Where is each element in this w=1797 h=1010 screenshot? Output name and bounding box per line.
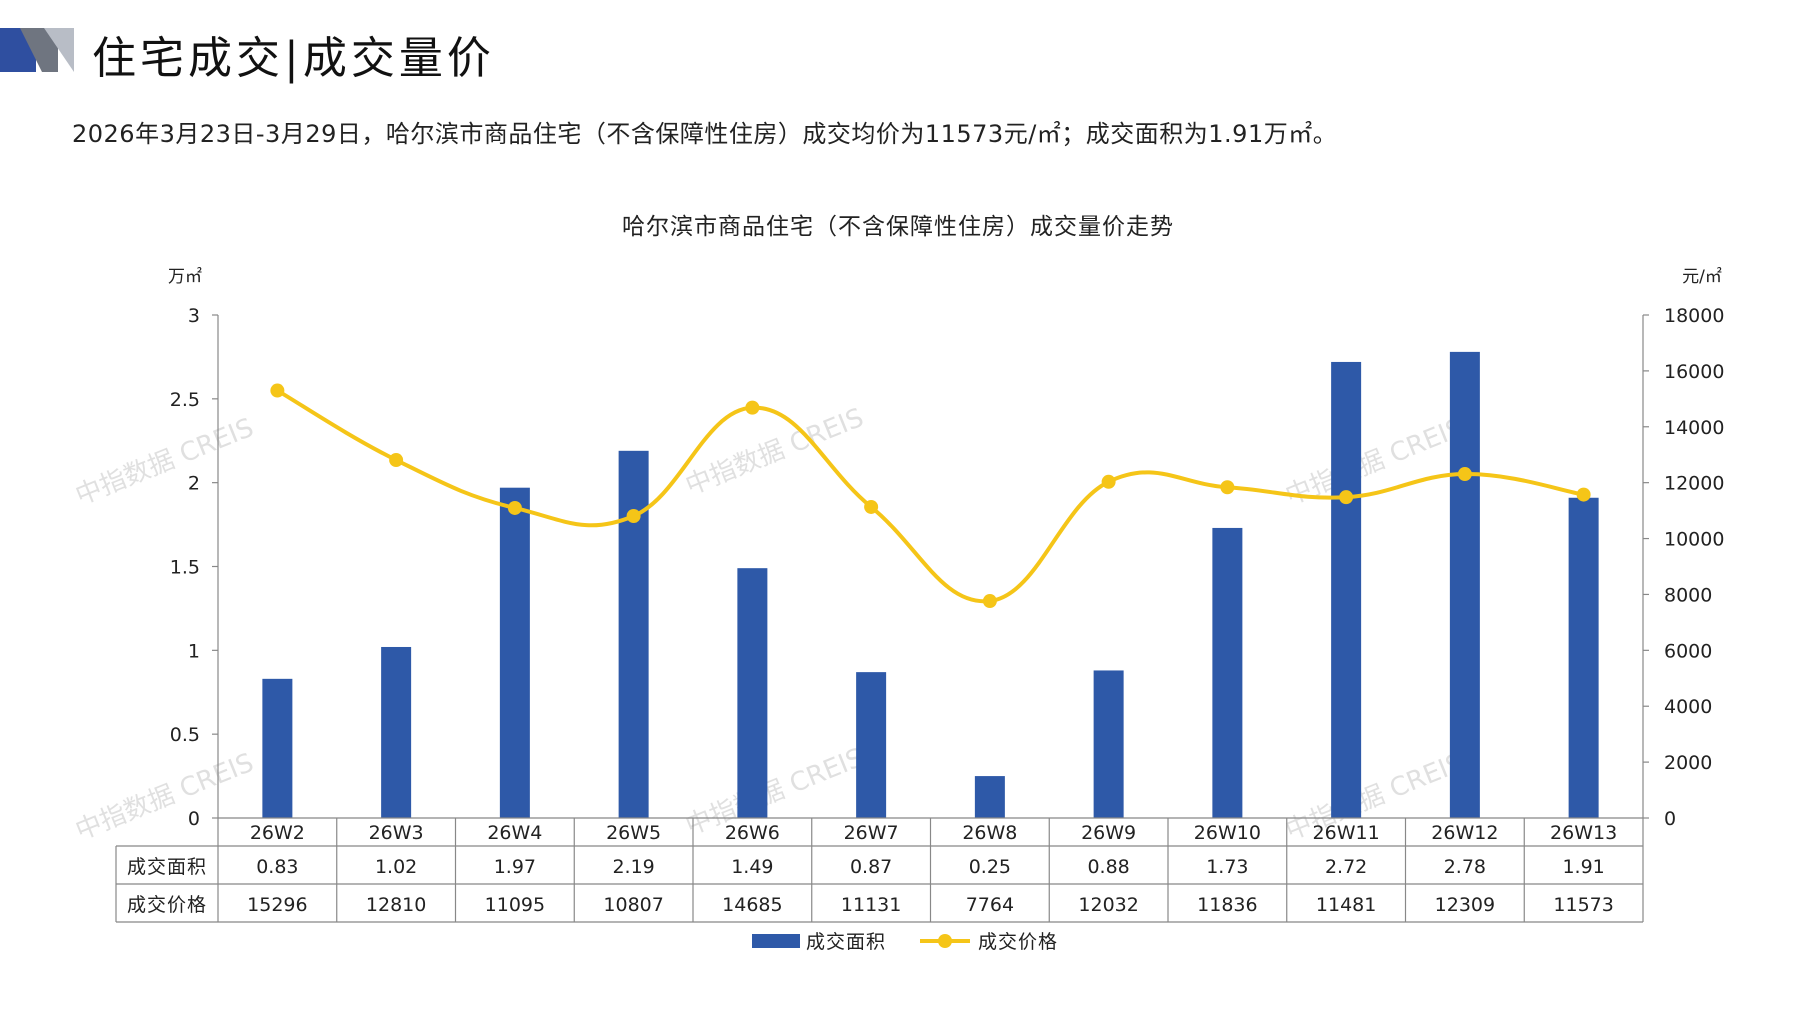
price-point — [864, 499, 879, 514]
bar — [737, 568, 768, 818]
x-tick-label: 26W10 — [1194, 822, 1261, 844]
y-right-tick-label: 4000 — [1664, 696, 1712, 718]
y-right-tick-label: 8000 — [1664, 584, 1712, 606]
table-cell: 1.73 — [1206, 856, 1248, 878]
price-point — [626, 509, 641, 524]
table-cell: 1.91 — [1562, 856, 1604, 878]
x-tick-label: 26W13 — [1550, 822, 1617, 844]
x-tick-label: 26W3 — [369, 822, 424, 844]
x-tick-label: 26W12 — [1431, 822, 1498, 844]
bar — [618, 450, 649, 818]
table-cell: 11095 — [485, 894, 545, 916]
bar — [1331, 361, 1362, 818]
bar — [856, 672, 887, 818]
y-left-tick-label: 3 — [188, 305, 200, 327]
price-point — [507, 500, 522, 515]
legend-line-marker — [938, 934, 952, 948]
table-cell: 12810 — [366, 894, 426, 916]
table-cell: 15296 — [247, 894, 307, 916]
y-left-tick-label: 0.5 — [170, 724, 200, 746]
y-right-tick-label: 10000 — [1664, 529, 1724, 551]
table-cell: 1.02 — [375, 856, 417, 878]
bar — [1568, 497, 1599, 818]
table-cell: 11131 — [841, 894, 901, 916]
legend-bar-label: 成交面积 — [806, 931, 886, 953]
price-point — [982, 594, 997, 609]
x-tick-label: 26W2 — [250, 822, 305, 844]
legend-bar-swatch — [752, 934, 800, 948]
bar — [974, 776, 1005, 818]
table-cell: 2.72 — [1325, 856, 1367, 878]
table-cell: 1.97 — [494, 856, 536, 878]
table-cell: 11836 — [1197, 894, 1257, 916]
y-right-tick-label: 18000 — [1664, 305, 1724, 327]
table-cell: 7764 — [966, 894, 1014, 916]
x-tick-label: 26W11 — [1313, 822, 1380, 844]
watermark-text: 中指数据 CREIS — [71, 748, 258, 847]
y-right-tick-label: 6000 — [1664, 640, 1712, 662]
chart-container: 哈尔滨市商品住宅（不含保障性住房）成交量价走势中指数据 CREIS 中指数据 CR… — [0, 68, 1797, 990]
header: 住宅成交|成交量价 — [0, 0, 1797, 110]
x-tick-label: 26W6 — [725, 822, 780, 844]
legend-line-label: 成交价格 — [978, 931, 1058, 953]
y-right-unit: 元/㎡ — [1682, 267, 1722, 287]
table-cell: 11481 — [1316, 894, 1376, 916]
price-point — [270, 383, 285, 398]
table-cell: 0.25 — [969, 856, 1011, 878]
table-cell: 0.87 — [850, 856, 892, 878]
x-tick-label: 26W5 — [606, 822, 661, 844]
y-left-tick-label: 2 — [188, 473, 200, 495]
bar — [1449, 351, 1480, 818]
price-point — [1101, 474, 1116, 489]
price-point — [1220, 480, 1235, 495]
chart-title: 哈尔滨市商品住宅（不含保障性住房）成交量价走势 — [622, 214, 1174, 240]
table-cell: 0.88 — [1087, 856, 1129, 878]
table-cell: 0.83 — [256, 856, 298, 878]
price-point — [1576, 487, 1591, 502]
table-cell: 11573 — [1553, 894, 1613, 916]
price-point — [1339, 490, 1354, 505]
watermark-text: 中指数据 CREIS — [681, 403, 868, 502]
table-cell: 14685 — [722, 894, 782, 916]
y-left-tick-label: 2.5 — [170, 389, 200, 411]
price-point — [745, 400, 760, 415]
x-tick-label: 26W4 — [487, 822, 542, 844]
bar — [381, 646, 412, 818]
summary-text: 2026年3月23日-3月29日，哈尔滨市商品住宅（不含保障性住房）成交均价为1… — [72, 120, 1338, 148]
y-right-tick-label: 2000 — [1664, 752, 1712, 774]
price-line — [276, 388, 1584, 604]
watermark-text: 中指数据 CREIS — [71, 413, 258, 512]
table-cell: 10807 — [603, 894, 663, 916]
table-cell: 1.49 — [731, 856, 773, 878]
y-left-unit: 万㎡ — [168, 267, 202, 287]
y-right-tick-label: 12000 — [1664, 473, 1724, 495]
bar — [499, 487, 530, 818]
table-cell: 12032 — [1078, 894, 1138, 916]
y-right-tick-label: 16000 — [1664, 361, 1724, 383]
price-point — [389, 453, 404, 468]
y-left-tick-label: 1.5 — [170, 557, 200, 579]
x-tick-label: 26W8 — [962, 822, 1017, 844]
table-row-label: 成交价格 — [127, 894, 207, 916]
table-cell: 2.78 — [1444, 856, 1486, 878]
y-left-tick-label: 0 — [188, 808, 200, 830]
bar — [262, 678, 293, 818]
logo-mark-icon — [0, 28, 74, 72]
bar — [1093, 670, 1124, 818]
table-cell: 2.19 — [612, 856, 654, 878]
table-row-label: 成交面积 — [127, 856, 207, 878]
y-left-tick-label: 1 — [188, 640, 200, 662]
y-right-tick-label: 0 — [1664, 808, 1676, 830]
page-title: 住宅成交|成交量价 — [92, 33, 495, 84]
bar — [1212, 527, 1243, 818]
x-tick-label: 26W7 — [844, 822, 899, 844]
x-tick-label: 26W9 — [1081, 822, 1136, 844]
y-right-tick-label: 14000 — [1664, 417, 1724, 439]
price-point — [1457, 467, 1472, 482]
table-cell: 12309 — [1435, 894, 1495, 916]
